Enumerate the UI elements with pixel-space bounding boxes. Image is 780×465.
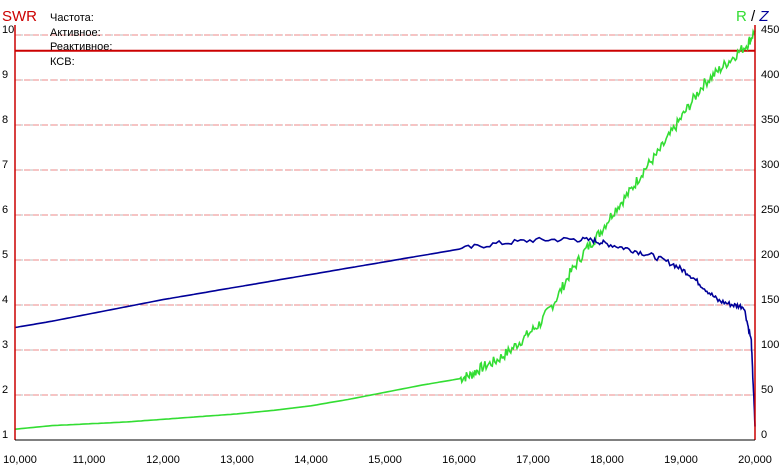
- y-right-tick-label: 350: [761, 114, 779, 126]
- x-tick-label: 16,000: [442, 454, 476, 465]
- y-left-tick-label: 3: [2, 339, 8, 351]
- axes: [14, 25, 756, 441]
- y-right-tick-label: 450: [761, 24, 779, 36]
- y-left-tick-label: 8: [2, 114, 8, 126]
- right-axis-title-r: R: [736, 8, 747, 25]
- x-tick-label: 12,000: [146, 454, 180, 465]
- left-axis-title: SWR: [2, 8, 37, 25]
- readout-label-active: Активное:: [50, 27, 101, 39]
- y-left-tick-label: 10: [2, 24, 14, 36]
- y-right-tick-label: 200: [761, 249, 779, 261]
- x-tick-label: 18,000: [590, 454, 624, 465]
- grid: [15, 34, 755, 441]
- readout-label-frequency: Частота:: [50, 12, 94, 24]
- x-tick-label: 10,000: [3, 454, 37, 465]
- readout-label-swr: КСВ:: [50, 56, 75, 68]
- y-right-tick-label: 400: [761, 69, 779, 81]
- y-right-tick-label: 300: [761, 159, 779, 171]
- x-tick-label: 11,000: [73, 454, 106, 465]
- y-right-tick-label: 100: [761, 339, 779, 351]
- x-tick-label: 19,000: [664, 454, 698, 465]
- y-left-tick-label: 5: [2, 249, 8, 261]
- x-tick-label: 17,000: [516, 454, 550, 465]
- readout-label-reactive: Реактивное:: [50, 41, 112, 53]
- y-left-tick-label: 1: [2, 429, 8, 441]
- x-tick-label: 14,000: [294, 454, 328, 465]
- y-right-tick-label: 0: [761, 429, 767, 441]
- x-tick-label: 15,000: [368, 454, 402, 465]
- right-axis-title-z: Z: [758, 8, 769, 25]
- x-tick-label: 20,000: [738, 454, 772, 465]
- series-line-r: [14, 28, 756, 430]
- y-left-tick-label: 6: [2, 204, 8, 216]
- series-line-z: [14, 236, 756, 427]
- y-right-tick-label: 150: [761, 294, 779, 306]
- tick-labels: 10,000 11,000 12,000 13,000 14,000 15,000 16,0…: [2, 24, 779, 465]
- right-axis-title: R / Z: [736, 8, 769, 25]
- right-axis-title-sep: /: [747, 8, 760, 25]
- series-layer: [14, 28, 756, 430]
- x-tick-label: 13,000: [220, 454, 254, 465]
- y-left-tick-label: 7: [2, 159, 8, 171]
- y-left-tick-label: 2: [2, 384, 8, 396]
- y-right-tick-label: 50: [761, 384, 773, 396]
- y-right-tick-label: 250: [761, 204, 779, 216]
- y-left-tick-label: 9: [2, 69, 8, 81]
- y-left-tick-label: 4: [2, 294, 8, 306]
